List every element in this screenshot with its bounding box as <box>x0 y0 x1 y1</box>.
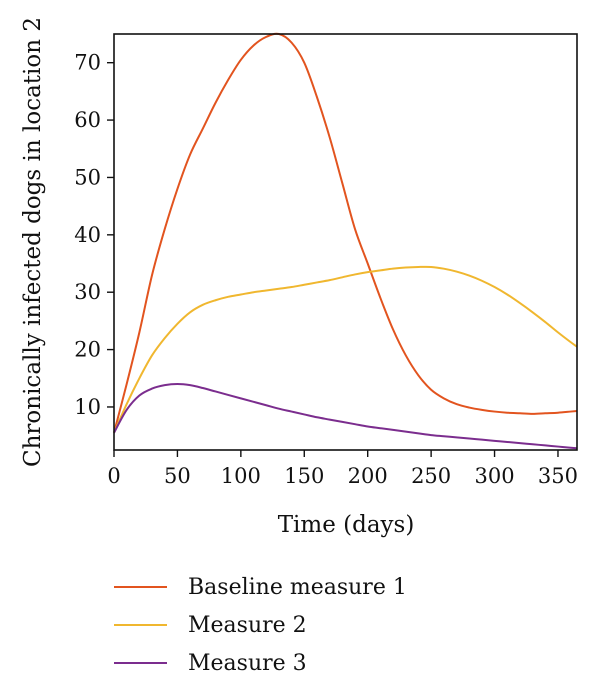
series-line-3 <box>113 383 578 450</box>
x-tick-label: 150 <box>284 464 324 488</box>
y-tick-label: 50 <box>74 165 101 189</box>
legend-label-1: Baseline measure 1 <box>188 575 407 600</box>
x-tick-label: 350 <box>538 464 578 488</box>
plot-frame <box>113 33 578 451</box>
y-tick-label: 20 <box>74 338 101 362</box>
x-tick-label: 50 <box>164 464 191 488</box>
y-tick-label: 60 <box>74 108 101 132</box>
y-axis-ticks: 10 20 30 40 50 60 70 <box>74 51 114 419</box>
x-axis-title: Time (days) <box>278 512 415 538</box>
plot-lines <box>113 32 578 450</box>
legend-label-2: Measure 2 <box>188 613 307 638</box>
x-tick-label: 100 <box>221 464 261 488</box>
series-line-2 <box>113 265 578 434</box>
y-tick-label: 40 <box>74 223 101 247</box>
legend: Baseline measure 1 Measure 2 Measure 3 <box>114 575 407 676</box>
x-tick-label: 300 <box>475 464 515 488</box>
legend-label-3: Measure 3 <box>188 651 307 676</box>
y-tick-label: 10 <box>74 395 101 419</box>
series-line-1 <box>113 32 578 434</box>
x-tick-label: 200 <box>348 464 388 488</box>
y-tick-label: 30 <box>74 280 101 304</box>
y-tick-label: 70 <box>74 51 101 75</box>
x-tick-label: 250 <box>411 464 451 488</box>
y-axis-title: Chronically infected dogs in location 2 <box>20 17 46 467</box>
x-axis-ticks: 0 50 100 150 200 250 300 350 <box>107 450 578 488</box>
x-tick-label: 0 <box>107 464 120 488</box>
